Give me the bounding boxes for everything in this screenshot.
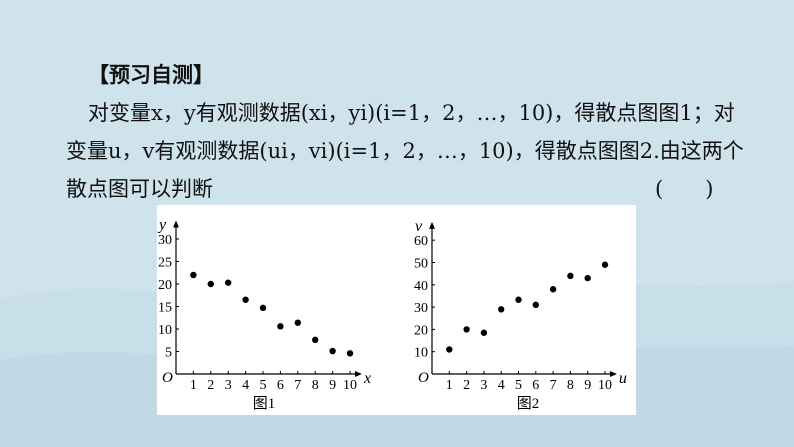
x-tick-label: 10 bbox=[598, 378, 612, 393]
data-point bbox=[259, 304, 267, 312]
x-tick-label: 7 bbox=[550, 378, 557, 393]
y-tick-label: 50 bbox=[414, 257, 428, 272]
x-tick-label: 2 bbox=[463, 378, 470, 393]
y-tick-label: 60 bbox=[414, 234, 428, 249]
figure-caption: 图2 bbox=[517, 395, 540, 412]
data-point bbox=[225, 279, 232, 286]
question-text: 【预习自测】 对变量x，y有观测数据(xi，yi)(i=1，2，…，10)，得散… bbox=[66, 56, 766, 208]
x-tick-label: 6 bbox=[277, 378, 284, 393]
y-tick-label: 20 bbox=[414, 323, 428, 338]
data-point bbox=[446, 346, 453, 353]
y-tick-label: 20 bbox=[158, 278, 172, 293]
data-point bbox=[480, 329, 488, 336]
x-tick-label: 9 bbox=[584, 378, 591, 393]
question-line-1: 对变量x，y有观测数据(xi，yi)(i=1，2，…，10)，得散点图图1；对 bbox=[88, 101, 735, 125]
x-tick-label: 8 bbox=[312, 378, 319, 393]
scatter-chart-2: 1 2 3 4 5 6 7 8 9 10 10 20 30 40 50 60 O u v 图2 bbox=[414, 218, 627, 412]
x-tick-label: 2 bbox=[207, 378, 214, 393]
question-line-3-row: 散点图可以判断 ( ) bbox=[66, 170, 766, 208]
figure-caption: 图1 bbox=[253, 395, 276, 412]
y-tick-label: 30 bbox=[158, 233, 172, 248]
data-point bbox=[567, 272, 574, 280]
x-tick-label: 1 bbox=[446, 378, 453, 393]
question-line-2: 变量u，v有观测数据(ui，vi)(i=1，2，…，10)，得散点图图2.由这两… bbox=[66, 139, 744, 163]
y-axis-arrow bbox=[173, 220, 179, 228]
x-tick-label: 6 bbox=[532, 378, 539, 393]
section-heading: 【预习自测】 bbox=[88, 62, 214, 87]
x-tick-label: 4 bbox=[498, 378, 505, 393]
data-point bbox=[294, 319, 301, 326]
data-point bbox=[584, 274, 591, 282]
data-point bbox=[207, 280, 214, 288]
y-tick-label: 40 bbox=[414, 279, 428, 294]
x-axis-label: u bbox=[619, 370, 627, 387]
x-tick-label: 3 bbox=[225, 378, 232, 393]
x-tick-label: 7 bbox=[294, 378, 301, 393]
data-point bbox=[329, 347, 336, 355]
data-point bbox=[312, 336, 319, 343]
data-point bbox=[601, 261, 609, 268]
question-line-3: 散点图可以判断 bbox=[66, 177, 213, 201]
data-point bbox=[242, 296, 249, 303]
x-tick-label: 9 bbox=[329, 378, 336, 393]
y-tick-label: 30 bbox=[414, 301, 428, 316]
y-tick-label: 25 bbox=[158, 256, 172, 271]
data-point bbox=[549, 286, 557, 293]
data-point bbox=[346, 350, 354, 357]
y-tick-label: 10 bbox=[414, 346, 428, 361]
y-axis-label: v bbox=[415, 218, 423, 235]
y-axis-label: y bbox=[157, 217, 167, 234]
y-axis-arrow bbox=[429, 221, 435, 229]
x-tick-label: 3 bbox=[480, 378, 487, 393]
x-axis-arrow bbox=[354, 371, 362, 377]
x-tick-label: 10 bbox=[343, 378, 357, 393]
data-point bbox=[532, 301, 539, 309]
x-axis-label: x bbox=[363, 370, 371, 387]
x-tick-label: 1 bbox=[190, 378, 197, 393]
x-axis-arrow bbox=[609, 371, 617, 377]
y-tick-label: 10 bbox=[158, 323, 172, 338]
x-tick-label: 8 bbox=[567, 378, 574, 393]
x-tick-label: 5 bbox=[515, 378, 522, 393]
answer-parentheses: ( ) bbox=[655, 177, 714, 201]
data-point bbox=[498, 306, 505, 313]
x-tick-label: 5 bbox=[260, 378, 267, 393]
y-tick-label: 15 bbox=[158, 301, 172, 316]
y-tick-label: 5 bbox=[165, 346, 172, 361]
origin-label: O bbox=[162, 370, 173, 386]
x-tick-label: 4 bbox=[242, 378, 249, 393]
origin-label: O bbox=[418, 370, 429, 386]
data-point bbox=[277, 323, 284, 330]
data-point bbox=[463, 326, 470, 333]
data-point bbox=[190, 271, 197, 279]
data-point bbox=[515, 296, 522, 303]
